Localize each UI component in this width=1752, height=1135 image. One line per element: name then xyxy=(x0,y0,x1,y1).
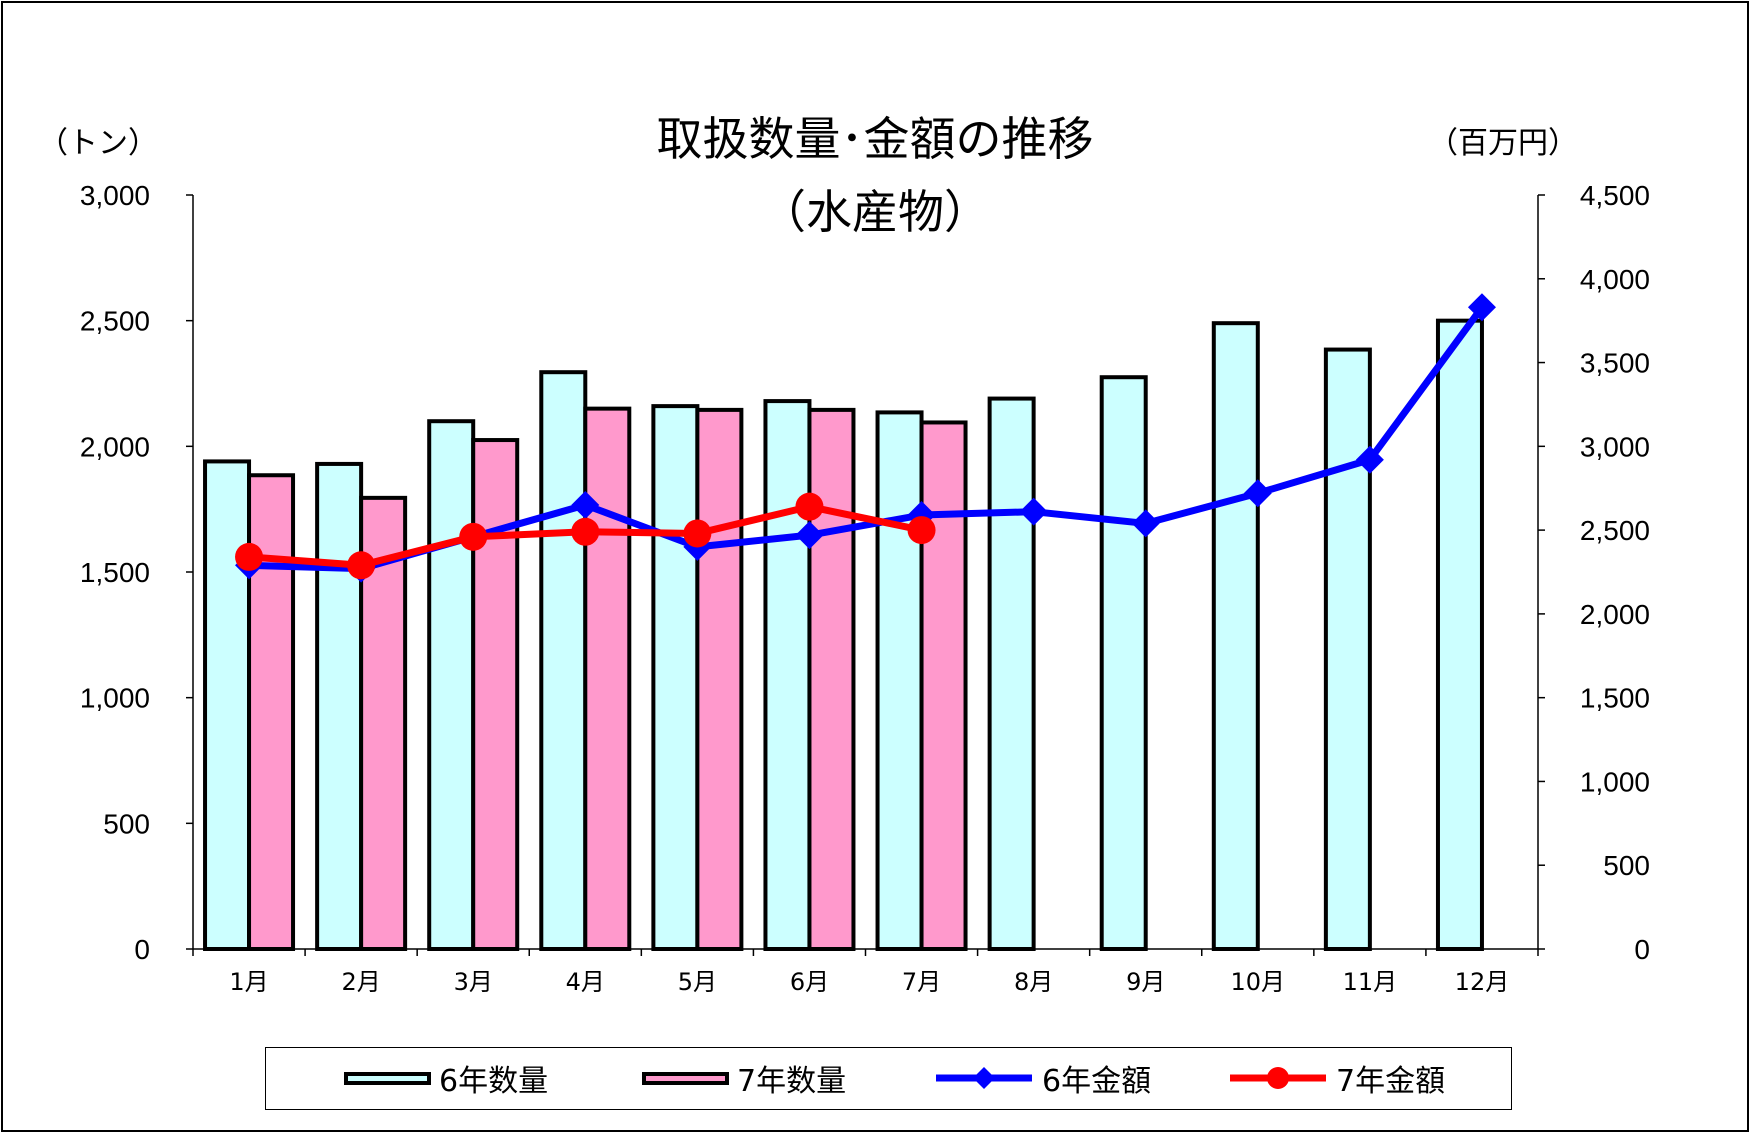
legend-item-amt6: 6年金額 xyxy=(934,1048,1151,1108)
x-tick-label-12: 12月 xyxy=(1455,968,1510,996)
legend-item-amt7: 7年金額 xyxy=(1228,1048,1445,1108)
left-axis-unit: （トン） xyxy=(38,126,158,161)
point-amt7-7 xyxy=(907,516,936,545)
bar-qty6-10 xyxy=(1211,321,1260,951)
left-tick-label-5: 2,500 xyxy=(80,306,150,337)
x-tick-label-8: 8月 xyxy=(1014,968,1053,996)
point-amt6-4 xyxy=(571,490,600,519)
right-tick-label-9: 4,500 xyxy=(1580,180,1650,211)
chart-subtitle: （水産物） xyxy=(760,185,990,239)
bar-qty7-3 xyxy=(471,438,520,951)
point-amt7-2 xyxy=(347,551,376,580)
point-amt6-12 xyxy=(1467,293,1496,322)
legend-swatch-amt7 xyxy=(1230,1067,1326,1089)
x-tick-label-9: 9月 xyxy=(1126,968,1165,996)
legend-label-qty7: 7年数量 xyxy=(737,1064,847,1099)
bar-qty6-9 xyxy=(1099,375,1148,951)
legend-item-qty6: 6年数量 xyxy=(344,1048,548,1108)
bar-qty6-4 xyxy=(539,370,588,951)
x-tick-label-1: 1月 xyxy=(229,968,268,996)
bar-qty6-11 xyxy=(1323,347,1372,951)
x-tick-label-11: 11月 xyxy=(1343,968,1398,996)
legend-label-qty6: 6年数量 xyxy=(439,1064,549,1099)
right-tick-label-6: 3,000 xyxy=(1580,431,1650,462)
right-tick-label-2: 1,000 xyxy=(1580,766,1650,797)
bar-qty6-8 xyxy=(987,396,1036,951)
left-tick-label-6: 3,000 xyxy=(80,180,150,211)
bar-qty6-12 xyxy=(1435,318,1484,951)
bar-qty6-1 xyxy=(203,459,252,951)
legend-swatch-amt6 xyxy=(936,1067,1032,1089)
x-tick-label-7: 7月 xyxy=(902,968,941,996)
legend-label-amt7: 7年金額 xyxy=(1336,1064,1446,1099)
point-amt6-11 xyxy=(1355,445,1384,474)
point-amt6-8 xyxy=(1019,497,1048,526)
point-amt7-4 xyxy=(571,517,600,546)
right-tick-label-5: 2,500 xyxy=(1580,515,1650,546)
right-tick-label-0: 0 xyxy=(1634,934,1650,965)
legend: 6年数量 7年数量 6年金額 7年金額 xyxy=(265,1047,1512,1110)
left-tick-label-4: 2,000 xyxy=(80,431,150,462)
x-tick-label-4: 4月 xyxy=(566,968,605,996)
bar-qty6-5 xyxy=(651,404,700,951)
right-axis-unit: （百万円） xyxy=(1428,126,1578,161)
legend-label-amt6: 6年金額 xyxy=(1042,1064,1152,1099)
bar-qty7-6 xyxy=(807,407,856,951)
right-tick-label-7: 3,500 xyxy=(1580,348,1650,379)
x-tick-label-5: 5月 xyxy=(678,968,717,996)
bar-qty7-4 xyxy=(583,406,632,951)
left-tick-label-0: 0 xyxy=(134,934,150,965)
chart-title: 取扱数量･金額の推移 xyxy=(656,112,1094,166)
point-amt6-6 xyxy=(795,521,824,550)
right-tick-label-4: 2,000 xyxy=(1580,599,1650,630)
right-tick-label-8: 4,000 xyxy=(1580,264,1650,295)
bar-qty7-7 xyxy=(919,420,968,951)
x-tick-label-10: 10月 xyxy=(1231,968,1286,996)
point-amt6-9 xyxy=(1131,509,1160,538)
point-amt7-5 xyxy=(683,519,712,548)
right-tick-label-1: 500 xyxy=(1603,850,1650,881)
left-tick-label-3: 1,500 xyxy=(80,557,150,588)
legend-item-qty7: 7年数量 xyxy=(642,1048,846,1108)
right-tick-label-3: 1,500 xyxy=(1580,683,1650,714)
point-amt7-6 xyxy=(795,492,824,521)
left-tick-label-2: 1,000 xyxy=(80,683,150,714)
x-tick-label-3: 3月 xyxy=(454,968,493,996)
chart-plot: 0 500 1,000 1,500 2,000 2,500 3,000 0 500 1,000 1,… xyxy=(80,180,1650,996)
legend-swatch-qty7 xyxy=(642,1071,729,1085)
left-tick-label-1: 500 xyxy=(103,808,150,839)
bar-qty6-7 xyxy=(875,410,924,951)
bar-qty6-6 xyxy=(763,399,812,951)
point-amt6-10 xyxy=(1243,479,1272,508)
point-amt7-3 xyxy=(459,522,488,551)
bar-qty6-3 xyxy=(427,419,476,951)
x-tick-label-2: 2月 xyxy=(341,968,380,996)
point-amt7-1 xyxy=(235,542,264,571)
bar-qty6-2 xyxy=(315,461,364,951)
legend-swatch-qty6 xyxy=(344,1071,431,1085)
bar-qty7-5 xyxy=(695,407,744,951)
x-tick-label-6: 6月 xyxy=(790,968,829,996)
